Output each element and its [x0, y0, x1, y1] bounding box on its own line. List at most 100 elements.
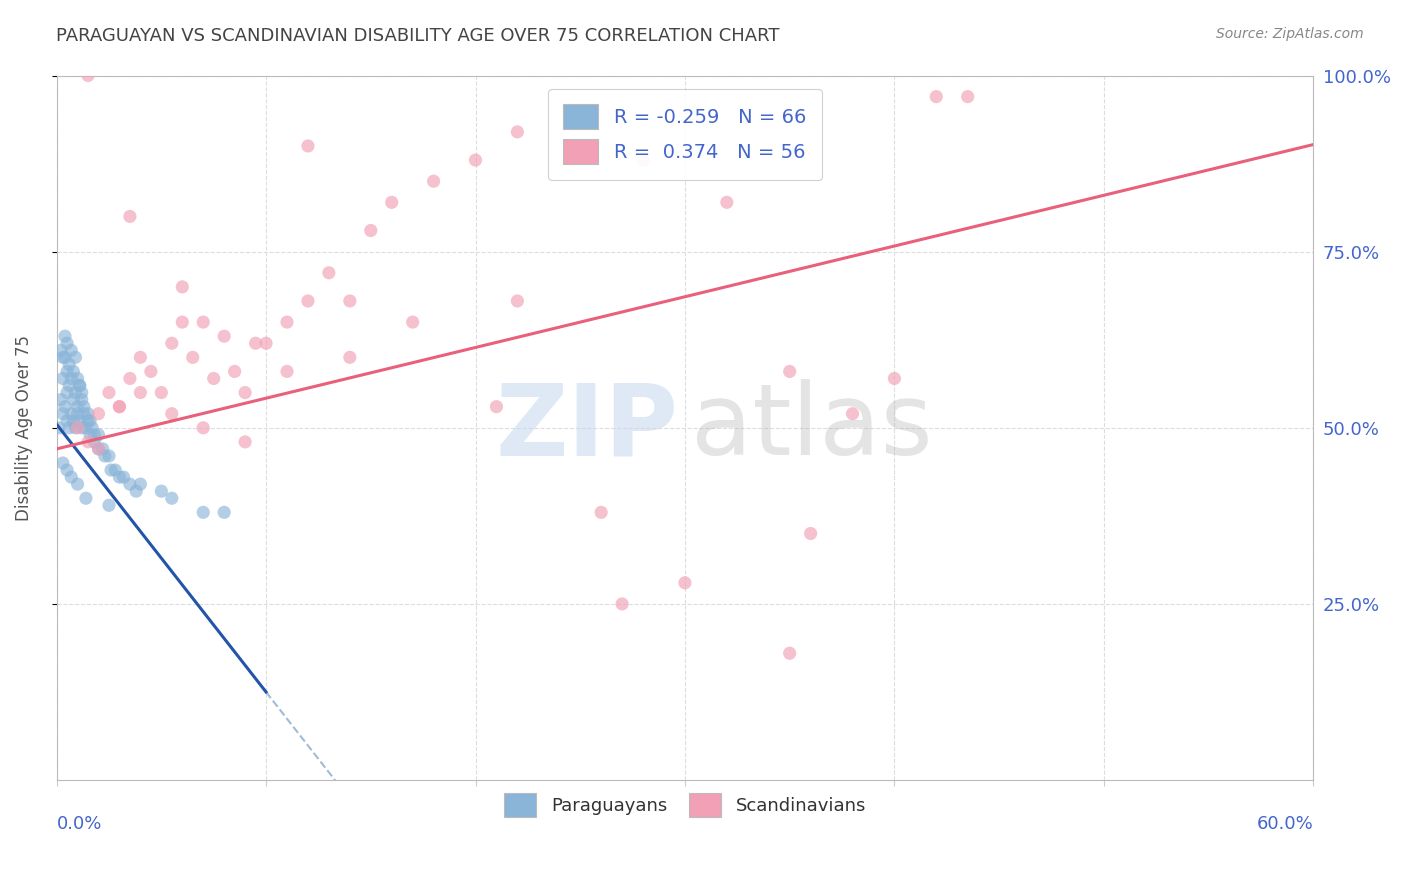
Point [139, 364, 162, 378]
Point [172, 315, 194, 329]
Point [87, 427, 110, 442]
Point [56, 336, 79, 351]
Point [591, 505, 613, 519]
Point [49, 392, 72, 407]
Point [318, 266, 340, 280]
Point [160, 336, 183, 351]
Point [245, 336, 267, 351]
Legend: Paraguayans, Scandinavians: Paraguayans, Scandinavians [496, 786, 873, 824]
Point [73, 407, 96, 421]
Point [60, 407, 83, 421]
Point [800, 526, 823, 541]
Point [60, 470, 83, 484]
Point [485, 400, 508, 414]
Point [75, 491, 97, 506]
Point [108, 400, 131, 414]
Point [193, 505, 215, 519]
Point [193, 421, 215, 435]
Point [52, 407, 75, 421]
Point [925, 89, 948, 103]
Point [98, 498, 121, 512]
Point [118, 210, 141, 224]
Point [66, 477, 89, 491]
Point [66, 407, 89, 421]
Point [506, 293, 529, 308]
Point [73, 400, 96, 414]
Point [53, 329, 76, 343]
Point [94, 449, 117, 463]
Point [212, 505, 235, 519]
Point [506, 125, 529, 139]
Point [339, 293, 361, 308]
Point [841, 407, 863, 421]
Point [422, 174, 444, 188]
Point [52, 456, 75, 470]
Point [339, 351, 361, 365]
Point [276, 364, 298, 378]
Text: 0.0%: 0.0% [56, 815, 103, 833]
Point [233, 385, 256, 400]
Point [172, 280, 194, 294]
Point [56, 364, 79, 378]
Point [129, 351, 152, 365]
Point [118, 477, 141, 491]
Point [160, 491, 183, 506]
Point [62, 392, 84, 407]
Point [56, 463, 79, 477]
Point [193, 315, 215, 329]
Point [69, 378, 91, 392]
Point [160, 407, 183, 421]
Point [82, 421, 104, 435]
Point [77, 407, 100, 421]
Point [150, 385, 173, 400]
Point [66, 371, 89, 385]
Point [181, 351, 204, 365]
Point [60, 371, 83, 385]
Point [70, 385, 93, 400]
Point [98, 449, 121, 463]
Point [716, 195, 738, 210]
Point [87, 442, 110, 456]
Point [66, 421, 89, 435]
Text: atlas: atlas [692, 379, 932, 476]
Point [254, 336, 277, 351]
Point [100, 463, 122, 477]
Point [62, 414, 84, 428]
Point [276, 315, 298, 329]
Point [129, 477, 152, 491]
Point [52, 351, 75, 365]
Point [956, 89, 979, 103]
Point [58, 357, 80, 371]
Point [125, 484, 148, 499]
Point [212, 329, 235, 343]
Point [464, 153, 486, 167]
Text: Source: ZipAtlas.com: Source: ZipAtlas.com [1216, 27, 1364, 41]
Point [69, 414, 91, 428]
Y-axis label: Disability Age Over 75: Disability Age Over 75 [15, 334, 32, 521]
Point [53, 351, 76, 365]
Point [79, 414, 101, 428]
Point [77, 69, 100, 83]
Point [48, 421, 70, 435]
Point [65, 421, 87, 435]
Point [224, 364, 246, 378]
Point [779, 646, 801, 660]
Point [91, 442, 114, 456]
Point [297, 139, 319, 153]
Point [297, 293, 319, 308]
Point [112, 470, 135, 484]
Point [53, 400, 76, 414]
Point [75, 421, 97, 435]
Text: 60.0%: 60.0% [1257, 815, 1313, 833]
Point [233, 434, 256, 449]
Point [87, 442, 110, 456]
Point [69, 378, 91, 392]
Point [58, 378, 80, 392]
Point [56, 385, 79, 400]
Point [49, 343, 72, 358]
Text: ZIP: ZIP [496, 379, 679, 476]
Point [402, 315, 425, 329]
Point [56, 414, 79, 428]
Point [108, 400, 131, 414]
Point [883, 371, 905, 385]
